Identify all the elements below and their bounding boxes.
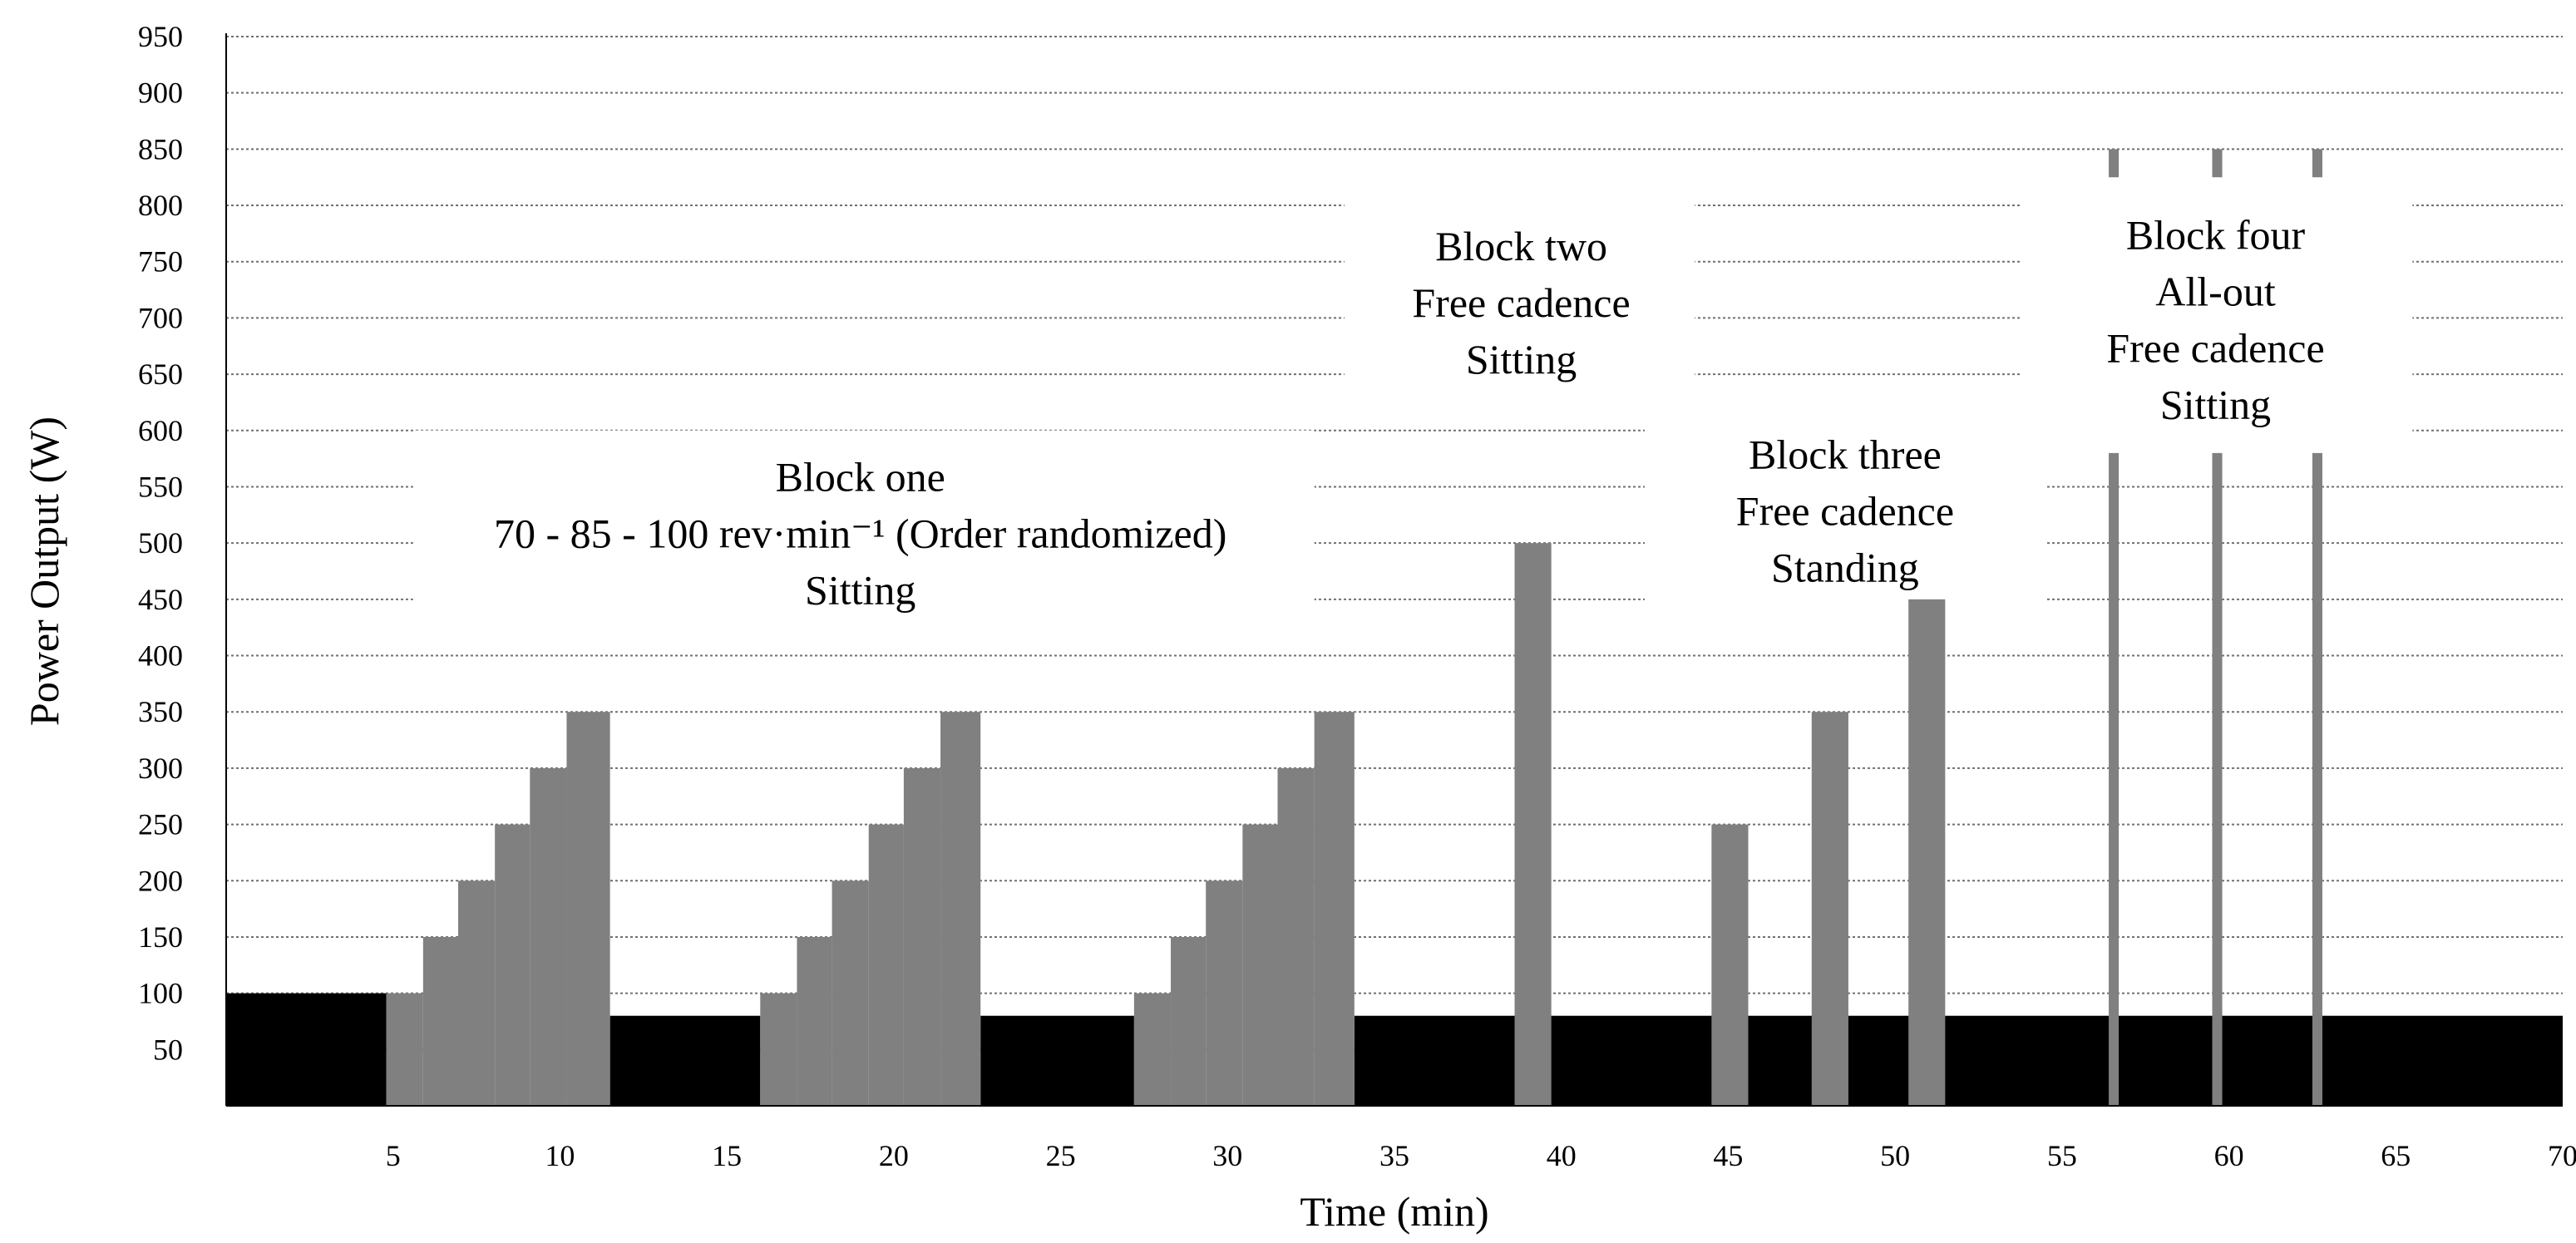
x-tick-label-10: 10 [545, 1139, 575, 1172]
x-tick-label-60: 60 [2214, 1139, 2244, 1172]
x-axis-title: Time (min) [1300, 1188, 1488, 1235]
sprint-bar-cap-2 [2212, 149, 2223, 178]
work-bar-10 [868, 824, 904, 1106]
work-bar-20 [1711, 824, 1749, 1106]
y-tick-label-800: 800 [138, 189, 183, 222]
sprint-bar-2 [2212, 452, 2223, 1106]
x-tick-label-30: 30 [1212, 1139, 1242, 1172]
y-tick-label-250: 250 [138, 808, 183, 841]
x-tick-label-15: 15 [712, 1139, 742, 1172]
x-tick-label-35: 35 [1379, 1139, 1409, 1172]
y-axis-title: Power Output (W) [21, 417, 67, 726]
y-tick-label-500: 500 [138, 526, 183, 560]
work-bar-1 [386, 993, 423, 1106]
work-bar-8 [797, 936, 832, 1106]
annotation-block-3: Block three Free cadence Standing [1736, 432, 1954, 591]
x-tick-label-45: 45 [1713, 1139, 1743, 1172]
y-tick-label-950: 950 [138, 20, 183, 53]
axes [225, 33, 2563, 1107]
work-bar-18 [1314, 712, 1355, 1106]
y-tick-label-300: 300 [138, 752, 183, 785]
x-tick-label-25: 25 [1046, 1139, 1076, 1172]
work-bar-12 [940, 712, 981, 1106]
y-tick-label-350: 350 [138, 695, 183, 728]
work-bar-7 [760, 993, 797, 1106]
x-tick-label-5: 5 [386, 1139, 401, 1172]
annotation-block-4: Block four All-out Free cadence Sitting [2106, 212, 2324, 428]
baseline-segment-4 [1354, 1015, 2563, 1106]
work-bar-11 [903, 767, 941, 1106]
y-tick-label-650: 650 [138, 358, 183, 391]
work-bar-19 [1514, 543, 1552, 1106]
y-tick-label-850: 850 [138, 132, 183, 165]
sprint-bar-cap-3 [2312, 149, 2322, 178]
sprint-bar-3 [2312, 452, 2322, 1106]
work-bar-13 [1133, 993, 1172, 1106]
y-tick-label-900: 900 [138, 76, 183, 110]
baseline-segment-1 [226, 993, 387, 1106]
work-bar-16 [1242, 824, 1278, 1106]
work-bar-15 [1206, 880, 1243, 1106]
y-tick-label-700: 700 [138, 301, 183, 334]
work-bar-21 [1811, 712, 1848, 1106]
baseline-segment-2 [609, 1015, 761, 1106]
work-bar-6 [566, 712, 610, 1106]
sprint-bar-1 [2109, 452, 2120, 1106]
annotations: Block one 70 - 85 - 100 rev·min⁻¹ (Order … [494, 212, 2325, 614]
x-tick-label-50: 50 [1880, 1139, 1910, 1172]
annotation-mask-1 [412, 430, 1315, 617]
x-tick-label-65: 65 [2381, 1139, 2411, 1172]
annotation-mask-2 [1344, 188, 1695, 414]
y-tick-label-600: 600 [138, 414, 183, 447]
y-tick-label-750: 750 [138, 245, 183, 279]
bars [226, 149, 2563, 1106]
baseline-segment-3 [980, 1015, 1134, 1106]
x-tick-label-40: 40 [1547, 1139, 1577, 1172]
work-bar-9 [832, 880, 869, 1106]
work-bar-17 [1277, 767, 1315, 1106]
sprint-bar-cap-1 [2109, 149, 2120, 178]
annotation-mask-4 [2021, 188, 2413, 451]
work-bar-4 [495, 824, 530, 1106]
y-tick-label-550: 550 [138, 470, 183, 503]
x-tick-label-55: 55 [2047, 1139, 2077, 1172]
x-tick-label-20: 20 [879, 1139, 909, 1172]
y-tick-label-100: 100 [138, 977, 183, 1010]
annotation-block-1: Block one 70 - 85 - 100 rev·min⁻¹ (Order … [494, 454, 1226, 614]
annotation-block-2: Block two Free cadence Sitting [1412, 223, 1630, 382]
y-tick-label-400: 400 [138, 639, 183, 673]
work-bar-5 [530, 767, 567, 1106]
y-tick-label-200: 200 [138, 864, 183, 897]
y-tick-label-450: 450 [138, 583, 183, 616]
annotation-mask-3 [1645, 413, 2046, 628]
work-bar-3 [457, 880, 496, 1106]
work-bar-14 [1171, 936, 1207, 1106]
x-tick-label-70: 70 [2548, 1139, 2576, 1172]
y-tick-label-50: 50 [153, 1033, 183, 1066]
y-tick-label-150: 150 [138, 920, 183, 954]
work-bar-22 [1908, 599, 1946, 1106]
work-bar-2 [422, 936, 458, 1106]
tick-labels: 5010015020025030035040045050055060065070… [138, 20, 2576, 1172]
annotation-masks [412, 188, 2413, 628]
